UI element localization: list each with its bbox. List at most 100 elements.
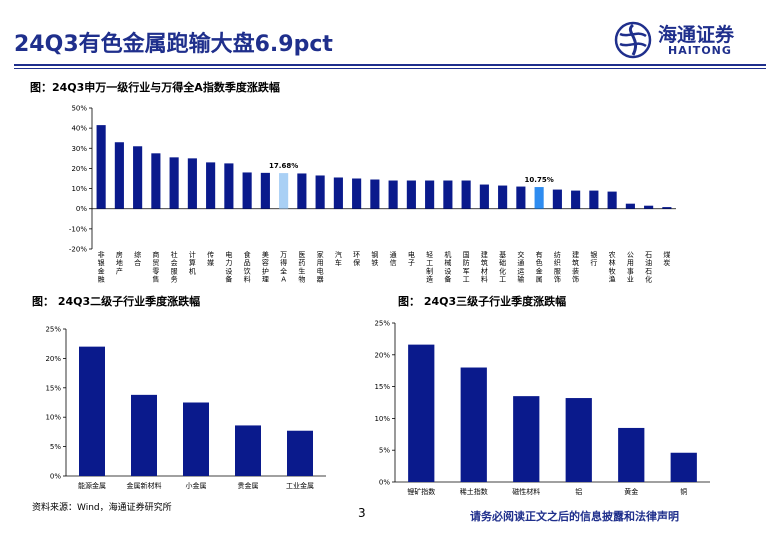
x-tick-label-char: 铁 <box>371 258 378 267</box>
x-tick-label-char: 银 <box>590 250 597 259</box>
x-tick-label: 稀土指数 <box>460 487 488 496</box>
bar-传媒 <box>206 162 216 209</box>
x-tick-label-char: 业 <box>627 275 634 284</box>
bar-铝 <box>565 398 592 482</box>
x-tick-label-char: 石 <box>645 267 652 275</box>
x-tick-label-char: 商 <box>152 250 159 259</box>
x-tick-label-char: 车 <box>335 258 342 267</box>
x-tick-label-char: 务 <box>171 275 178 284</box>
x-tick-label-char: 器 <box>317 276 324 284</box>
bar-铜 <box>670 452 697 482</box>
x-tick-label-char: 合 <box>134 258 141 267</box>
x-tick-label: 黄金 <box>624 487 638 496</box>
y-tick-label: 25% <box>374 320 390 328</box>
x-tick-label-char: 家 <box>317 250 324 259</box>
x-tick-label-char: 服 <box>554 267 561 275</box>
y-tick-label: 5% <box>50 443 61 451</box>
y-tick-label: 40% <box>71 125 87 133</box>
x-tick-label-char: 房 <box>116 250 123 259</box>
x-tick-label-char: 公 <box>627 251 634 259</box>
x-tick-label-char: 电 <box>317 266 324 275</box>
x-tick-label-char: 医 <box>298 251 305 259</box>
bar-房地产 <box>114 142 124 209</box>
x-tick-label-char: 工 <box>463 276 470 284</box>
y-tick-label: 0% <box>50 473 61 481</box>
x-tick-label-char: 力 <box>225 258 232 267</box>
x-tick-label-char: 设 <box>225 266 232 275</box>
y-tick-label: 0% <box>379 479 390 487</box>
x-tick-label-char: 会 <box>171 258 178 267</box>
bar-家用电器 <box>315 175 325 209</box>
data-label: 10.75% <box>525 176 554 184</box>
haitong-logo: 海通证券 HAITONG <box>612 18 762 62</box>
bar-石油石化 <box>644 205 654 209</box>
x-tick-label-char: 金 <box>536 266 543 275</box>
bar-轻工制造 <box>425 180 435 209</box>
x-tick-label-char: 药 <box>298 258 305 267</box>
bar-万得全A <box>279 173 289 209</box>
x-tick-label-char: 汽 <box>335 250 342 259</box>
x-tick-label-char: 金 <box>98 266 105 275</box>
x-tick-label-char: 钢 <box>371 250 378 259</box>
x-tick-label-char: 算 <box>189 258 196 267</box>
bar-锂矿指数 <box>408 344 435 482</box>
chart1-title: 图：24Q3申万一级行业与万得全A指数季度涨跌幅 <box>30 81 280 94</box>
x-tick-label: 金属新材料 <box>127 481 162 490</box>
x-tick-label-char: 筑 <box>481 258 488 267</box>
x-tick-label-char: 备 <box>444 275 451 284</box>
chart2-title: 图： 24Q3二级子行业季度涨跌幅 <box>32 295 201 308</box>
bar-钢铁 <box>370 179 380 209</box>
x-tick-label-char: 保 <box>353 258 360 267</box>
x-tick-label-char: 纺 <box>554 250 561 259</box>
bar-基础化工 <box>498 185 508 209</box>
bar-煤炭 <box>662 207 672 209</box>
x-tick-label-char: A <box>281 276 286 284</box>
x-tick-label-char: 牧 <box>609 266 616 275</box>
x-tick-label-char: 通 <box>390 250 397 259</box>
x-tick-label-char: 料 <box>481 275 488 284</box>
bar-磁性材料 <box>513 396 540 482</box>
x-tick-label-char: 万 <box>280 251 287 259</box>
bar-非银金融 <box>96 125 106 209</box>
x-tick-label-char: 工 <box>426 259 433 267</box>
x-tick-label-char: 融 <box>98 275 105 284</box>
logo-english-name: HAITONG <box>668 44 732 57</box>
x-tick-label-char: 输 <box>517 275 524 284</box>
bar-稀土指数 <box>460 367 487 482</box>
x-tick-label-char: 林 <box>609 258 616 267</box>
x-tick-label-char: 础 <box>499 258 506 267</box>
x-tick-label-char: 事 <box>627 266 634 275</box>
y-tick-label: 10% <box>71 185 87 193</box>
bar-社会服务 <box>169 157 179 209</box>
bar-建筑装饰 <box>571 190 581 209</box>
x-tick-label-char: 油 <box>645 258 652 267</box>
x-tick-label: 铜 <box>680 487 687 496</box>
bar-贵金属 <box>235 425 261 476</box>
y-tick-label: 15% <box>374 383 390 391</box>
x-tick-label-char: 零 <box>152 267 159 275</box>
x-tick-label-char: 国 <box>463 251 470 259</box>
bar-小金属 <box>183 402 209 476</box>
x-tick-label-char: 银 <box>98 258 105 267</box>
x-tick-label-char: 通 <box>517 258 524 267</box>
x-tick-label-char: 建 <box>572 250 579 259</box>
x-tick-label-char: 筑 <box>572 258 579 267</box>
x-tick-label-char: 社 <box>171 250 178 259</box>
x-tick-label-char: 制 <box>426 266 433 275</box>
y-tick-label: 30% <box>71 145 87 153</box>
x-tick-label-char: 饰 <box>554 275 561 284</box>
bar-国防军工 <box>461 180 471 209</box>
x-tick-label-char: 运 <box>517 267 524 275</box>
y-tick-label: 0% <box>76 205 87 213</box>
x-tick-label-char: 炭 <box>663 259 670 267</box>
bar-商贸零售 <box>151 153 161 209</box>
x-tick-label-char: 地 <box>116 258 123 267</box>
bar-环保 <box>352 178 362 209</box>
x-tick-label: 锂矿指数 <box>407 487 435 496</box>
bar-纺织服饰 <box>552 189 562 209</box>
x-tick-label-char: 综 <box>134 250 141 259</box>
x-tick-label-char: 饰 <box>572 275 579 284</box>
x-tick-label-char: 电 <box>408 250 415 259</box>
